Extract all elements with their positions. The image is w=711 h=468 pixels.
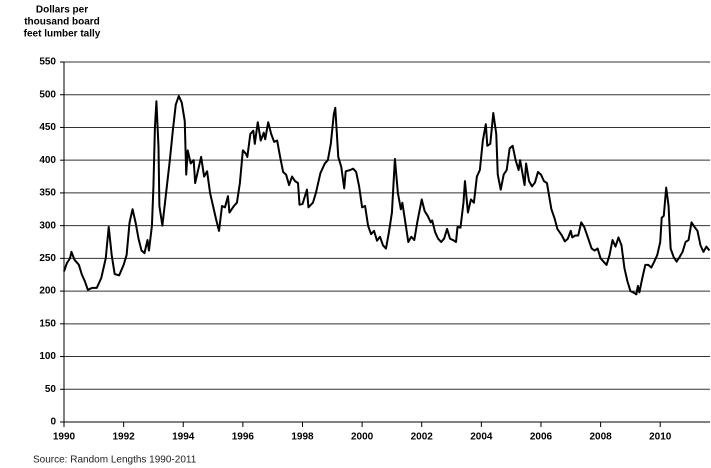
y-axis-label: thousand board [24, 17, 100, 28]
price-line [63, 95, 711, 296]
y-tick-label: 200 [39, 286, 56, 297]
x-tick-label: 2008 [589, 432, 612, 443]
y-tick-label: 350 [39, 188, 56, 199]
y-tick-label: 450 [39, 122, 56, 133]
y-tick-label: 300 [39, 220, 56, 231]
x-tick-label: 2002 [411, 432, 434, 443]
x-tick-label: 2004 [470, 432, 493, 443]
y-tick-label: 550 [39, 57, 56, 68]
x-tick-label: 1990 [53, 432, 76, 443]
x-tick-label: 2010 [649, 432, 672, 443]
x-tick-label: 1996 [232, 432, 255, 443]
x-tick-label: 2006 [530, 432, 553, 443]
y-tick-label: 250 [39, 253, 56, 264]
source-note: Source: Random Lengths 1990-2011 [33, 455, 197, 466]
y-tick-label: 50 [45, 384, 57, 395]
y-tick-label: 100 [39, 351, 56, 362]
y-axis-label: feet lumber tally [24, 29, 101, 40]
x-tick-label: 1994 [172, 432, 195, 443]
y-tick-label: 500 [39, 89, 56, 100]
x-tick-label: 1998 [291, 432, 314, 443]
x-tick-label: 2000 [351, 432, 374, 443]
x-tick-label: 1992 [112, 432, 135, 443]
y-tick-label: 400 [39, 155, 56, 166]
y-tick-label: 0 [50, 417, 56, 428]
y-axis-label: Dollars per [36, 5, 88, 16]
y-tick-label: 150 [39, 318, 56, 329]
